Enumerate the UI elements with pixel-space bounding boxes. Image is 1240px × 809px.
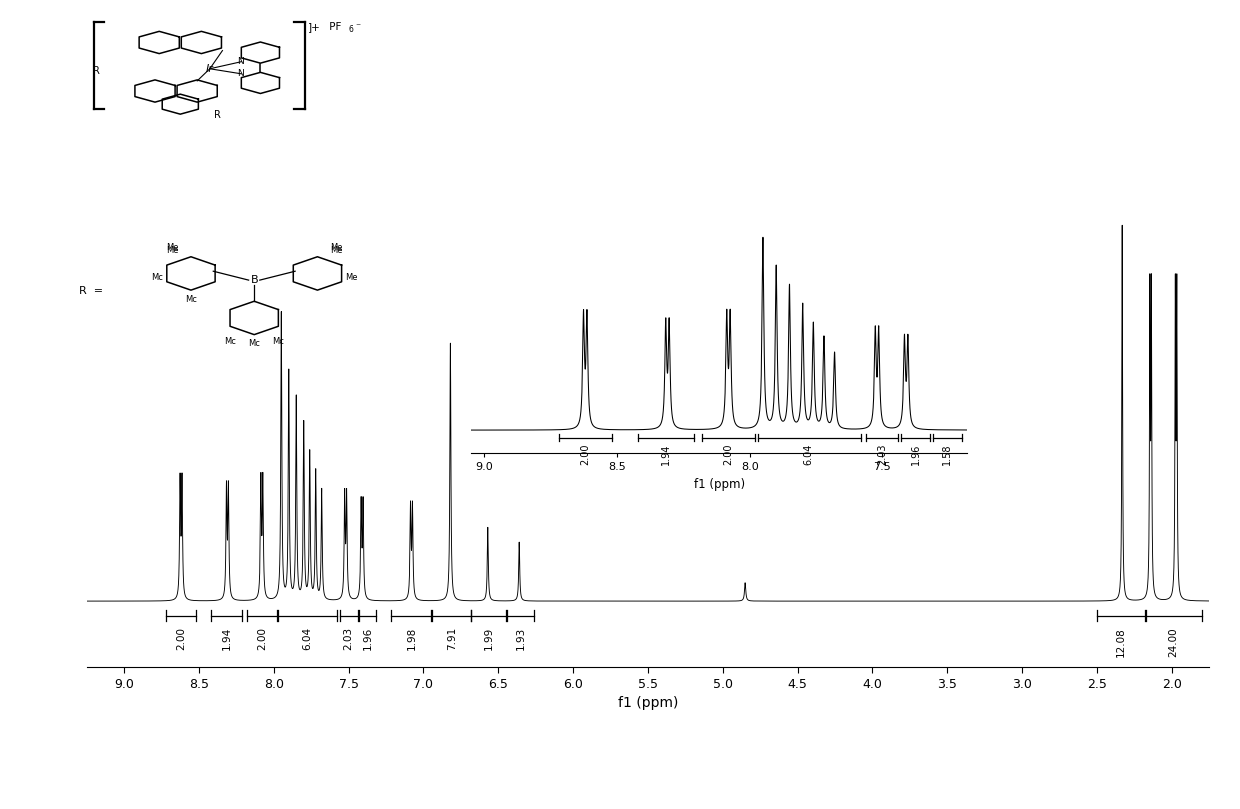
X-axis label: f1 (ppm): f1 (ppm)	[618, 697, 678, 710]
Text: 12.08: 12.08	[1116, 627, 1126, 657]
Text: Mc: Mc	[224, 337, 236, 345]
Text: 2.00: 2.00	[580, 443, 590, 465]
Text: Me: Me	[166, 244, 179, 252]
Text: 1.99: 1.99	[485, 627, 495, 650]
Text: Me: Me	[166, 246, 179, 255]
Text: 6.04: 6.04	[301, 627, 311, 650]
Text: 2.00: 2.00	[723, 443, 734, 465]
Text: 24.00: 24.00	[1168, 627, 1178, 657]
Text: Me: Me	[345, 273, 357, 282]
Text: ]+: ]+	[308, 22, 320, 32]
Text: ⁻: ⁻	[355, 22, 361, 32]
Text: PF: PF	[326, 22, 341, 32]
Text: Ir: Ir	[206, 64, 213, 74]
Text: 1.98: 1.98	[407, 627, 417, 650]
Text: Mc: Mc	[273, 337, 284, 345]
Text: 6: 6	[348, 25, 353, 34]
Text: 7.91: 7.91	[446, 627, 456, 650]
Text: 2.00: 2.00	[176, 627, 186, 650]
Text: Mc: Mc	[185, 294, 197, 303]
Text: 1.93: 1.93	[516, 627, 526, 650]
Text: N: N	[237, 57, 243, 66]
Text: B: B	[250, 275, 258, 285]
Text: Me: Me	[330, 246, 342, 255]
Text: Mc: Mc	[248, 339, 260, 348]
Text: 1.96: 1.96	[362, 627, 372, 650]
Text: N: N	[237, 70, 243, 78]
Text: 1.96: 1.96	[910, 443, 920, 465]
Text: Me: Me	[330, 244, 342, 252]
X-axis label: f1 (ppm): f1 (ppm)	[693, 477, 745, 490]
Text: R: R	[93, 66, 100, 76]
Text: R: R	[215, 110, 221, 121]
Text: 6.04: 6.04	[804, 443, 813, 465]
Text: 2.03: 2.03	[878, 443, 888, 465]
Text: 2.03: 2.03	[343, 627, 353, 650]
Text: R  =: R =	[79, 286, 103, 296]
Text: 1.94: 1.94	[661, 443, 671, 465]
Text: Mc: Mc	[151, 273, 164, 282]
Text: 2.00: 2.00	[257, 627, 267, 650]
Text: 1.58: 1.58	[942, 443, 952, 465]
Text: 1.94: 1.94	[222, 627, 232, 650]
